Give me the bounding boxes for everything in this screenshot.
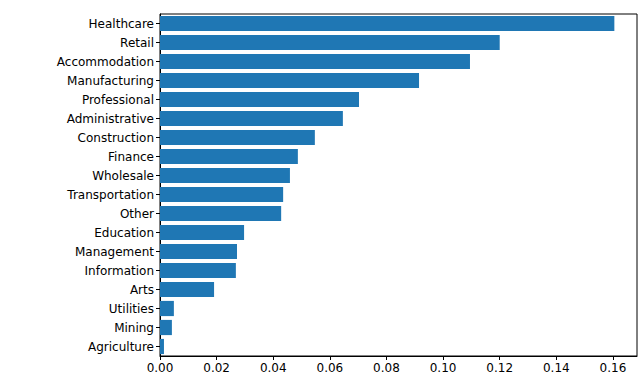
svg-text:Administrative: Administrative [67, 112, 154, 126]
svg-text:Mining: Mining [114, 321, 154, 335]
svg-text:0.12: 0.12 [486, 361, 513, 375]
svg-text:0.10: 0.10 [430, 361, 457, 375]
svg-text:Construction: Construction [78, 131, 154, 145]
svg-text:0.04: 0.04 [260, 361, 287, 375]
svg-text:Professional: Professional [82, 93, 154, 107]
svg-text:Transportation: Transportation [66, 188, 154, 202]
svg-text:Wholesale: Wholesale [92, 169, 154, 183]
svg-text:Agriculture: Agriculture [88, 340, 154, 354]
svg-text:Retail: Retail [120, 36, 154, 50]
svg-text:Finance: Finance [108, 150, 154, 164]
svg-text:Arts: Arts [130, 283, 154, 297]
svg-text:Accommodation: Accommodation [57, 55, 154, 69]
svg-text:0.16: 0.16 [600, 361, 627, 375]
svg-text:0.06: 0.06 [316, 361, 343, 375]
svg-text:Manufacturing: Manufacturing [67, 74, 154, 88]
svg-text:0.08: 0.08 [373, 361, 400, 375]
svg-text:0.02: 0.02 [203, 361, 230, 375]
svg-text:Education: Education [94, 226, 154, 240]
svg-text:0.14: 0.14 [543, 361, 570, 375]
svg-text:Utilities: Utilities [109, 302, 154, 316]
svg-text:Healthcare: Healthcare [89, 17, 154, 31]
svg-text:Other: Other [120, 207, 154, 221]
svg-text:Information: Information [85, 264, 154, 278]
svg-text:Management: Management [75, 245, 154, 259]
svg-text:0.00: 0.00 [147, 361, 174, 375]
